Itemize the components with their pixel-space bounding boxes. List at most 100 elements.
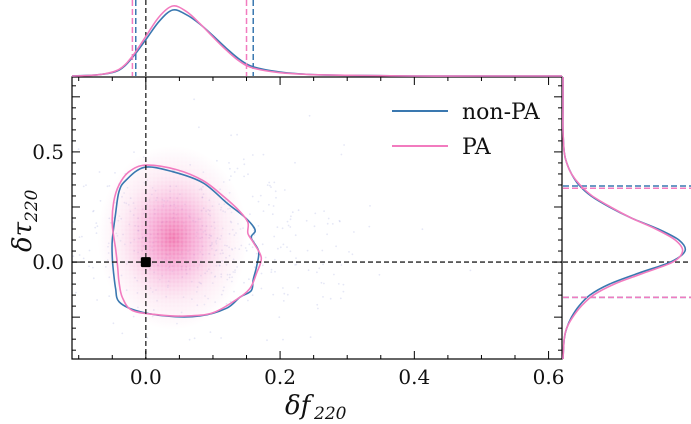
sample-point bbox=[94, 226, 97, 229]
sample-point bbox=[282, 300, 285, 302]
sample-point bbox=[95, 222, 98, 225]
sample-point bbox=[289, 218, 292, 221]
sample-point bbox=[340, 153, 343, 156]
sample-point bbox=[351, 253, 354, 256]
sample-point bbox=[270, 271, 273, 273]
sample-point bbox=[289, 226, 292, 228]
sample-point bbox=[55, 231, 57, 233]
sample-point bbox=[281, 227, 284, 230]
sample-point bbox=[85, 184, 87, 187]
sample-point bbox=[274, 270, 276, 273]
sample-point bbox=[59, 208, 61, 210]
sample-point bbox=[243, 175, 246, 178]
y-marginal-curve-non-pa bbox=[562, 77, 687, 359]
sample-point bbox=[369, 205, 371, 207]
sample-point bbox=[236, 167, 239, 170]
sample-point bbox=[108, 185, 111, 187]
sample-point bbox=[318, 267, 321, 270]
sample-point bbox=[57, 221, 59, 223]
sample-point bbox=[64, 223, 66, 225]
y-tick-label: 0.0 bbox=[32, 250, 64, 274]
density-histogram bbox=[97, 145, 248, 330]
sample-point bbox=[294, 264, 296, 266]
sample-point bbox=[333, 273, 335, 276]
sample-point bbox=[220, 337, 223, 339]
sample-point bbox=[368, 225, 371, 228]
sample-point bbox=[378, 273, 381, 276]
sample-point bbox=[88, 265, 90, 268]
sample-point bbox=[146, 336, 149, 339]
sample-point bbox=[261, 243, 264, 246]
sample-point bbox=[95, 232, 98, 235]
sample-point bbox=[268, 203, 270, 206]
sample-point bbox=[313, 225, 316, 228]
sample-point bbox=[283, 292, 286, 295]
y-axis-label-main: δτ bbox=[8, 221, 38, 252]
sample-point bbox=[59, 293, 61, 295]
sample-point bbox=[253, 234, 256, 236]
x-axis-ticks: 0.0 0.2 0.4 0.6 bbox=[78, 77, 564, 389]
sample-point bbox=[216, 159, 218, 162]
sample-point bbox=[92, 210, 94, 213]
sample-point bbox=[68, 335, 70, 337]
sample-point bbox=[469, 269, 472, 272]
sample-point bbox=[326, 222, 329, 225]
sample-point bbox=[276, 226, 279, 229]
sample-point bbox=[65, 192, 67, 194]
sample-point bbox=[96, 225, 99, 228]
x-axis-label: δf 220 bbox=[285, 391, 347, 424]
x-tick-label: 0.0 bbox=[130, 365, 162, 389]
sample-point bbox=[96, 299, 98, 301]
sample-point bbox=[261, 264, 264, 267]
sample-point bbox=[114, 172, 116, 174]
sample-point bbox=[228, 162, 230, 164]
sample-point bbox=[99, 200, 102, 202]
sample-point bbox=[321, 249, 324, 252]
y-marginal-curve-pa bbox=[562, 77, 684, 359]
sample-point bbox=[66, 275, 68, 277]
sample-point bbox=[266, 339, 268, 342]
sample-point bbox=[108, 295, 111, 297]
sample-point bbox=[338, 219, 341, 222]
credible-contours bbox=[111, 164, 263, 318]
sample-point bbox=[248, 243, 251, 246]
sample-point bbox=[306, 249, 309, 252]
x-marginal-curves bbox=[72, 0, 562, 77]
sample-point bbox=[251, 294, 254, 296]
legend-label-non-pa: non-PA bbox=[462, 100, 541, 125]
x-axis-label-main: δf bbox=[285, 391, 315, 421]
sample-point bbox=[286, 293, 289, 296]
sample-point bbox=[229, 167, 231, 170]
sample-point bbox=[82, 257, 85, 260]
sample-point bbox=[309, 336, 312, 338]
x-axis-label-sub: 220 bbox=[313, 404, 347, 424]
y-tick-label: 0.5 bbox=[32, 140, 64, 164]
sample-point bbox=[270, 186, 272, 189]
sample-point bbox=[92, 277, 95, 280]
y-marginal-curves bbox=[562, 77, 691, 359]
sample-point bbox=[251, 195, 254, 198]
sample-point bbox=[229, 300, 232, 303]
sample-point bbox=[335, 245, 337, 248]
sample-point bbox=[282, 287, 284, 289]
sample-point bbox=[56, 230, 58, 232]
y-axis-label-sub: 220 bbox=[22, 189, 42, 223]
x-marginal-curve-pa bbox=[72, 5, 562, 77]
sample-point bbox=[339, 297, 342, 300]
sample-point bbox=[248, 278, 250, 281]
sample-point bbox=[262, 210, 265, 213]
sample-point bbox=[78, 236, 81, 239]
reference-marker bbox=[140, 257, 151, 268]
sample-point bbox=[230, 175, 232, 178]
sample-point bbox=[282, 243, 285, 246]
sample-point bbox=[290, 215, 292, 218]
contour-pa bbox=[111, 164, 263, 317]
sample-point bbox=[283, 189, 286, 191]
sample-point bbox=[316, 271, 318, 274]
sample-point bbox=[0, 243, 2, 245]
sample-point bbox=[266, 184, 269, 187]
sample-point bbox=[92, 266, 94, 269]
sample-point bbox=[262, 153, 265, 156]
sample-point bbox=[275, 196, 277, 199]
legend: non-PA PA bbox=[392, 100, 541, 160]
